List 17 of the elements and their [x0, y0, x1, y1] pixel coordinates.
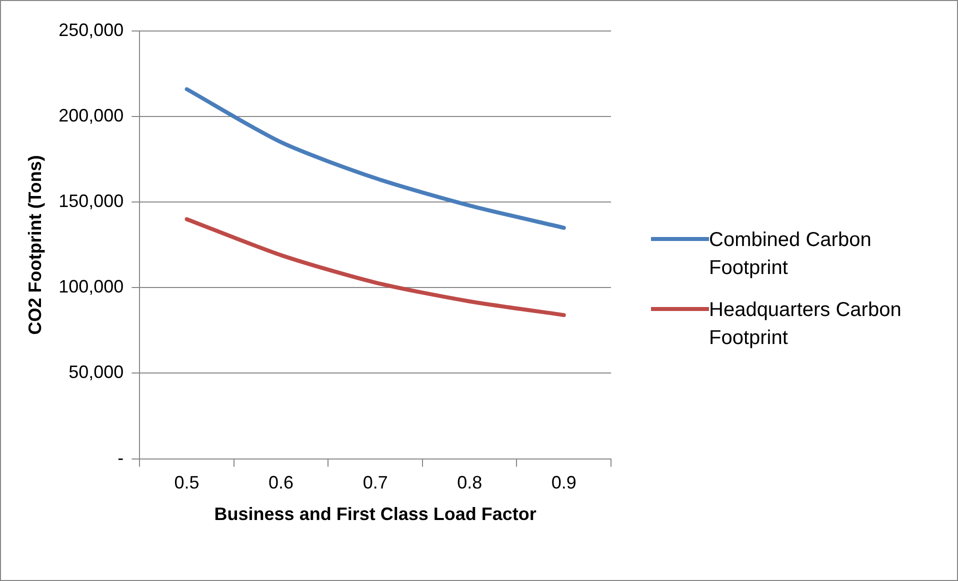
x-tick-label: 0.7	[362, 472, 388, 493]
legend-label: Headquarters Carbon Footprint	[709, 298, 902, 351]
y-tick-label: 100,000	[58, 276, 124, 297]
y-tick-label: 50,000	[68, 362, 124, 382]
x-tick-label: 0.8	[457, 472, 482, 493]
line-series	[184, 217, 566, 318]
x-tick-label: 0.5	[174, 472, 200, 493]
y-tick-label: -	[118, 448, 124, 468]
x-tick-label: 0.6	[268, 472, 294, 493]
y-tick-label: 200,000	[58, 106, 124, 126]
y-axis-title: CO2 Footprint (Tons)	[24, 155, 45, 335]
y-tick-label: 150,000	[58, 191, 124, 212]
line-series	[184, 87, 566, 230]
x-axis-title: Business and First Class Load Factor	[214, 504, 536, 524]
legend-label: Combined Carbon Footprint	[709, 228, 872, 281]
y-tick-label: 250,000	[58, 20, 124, 40]
x-tick-label: 0.9	[551, 472, 576, 493]
